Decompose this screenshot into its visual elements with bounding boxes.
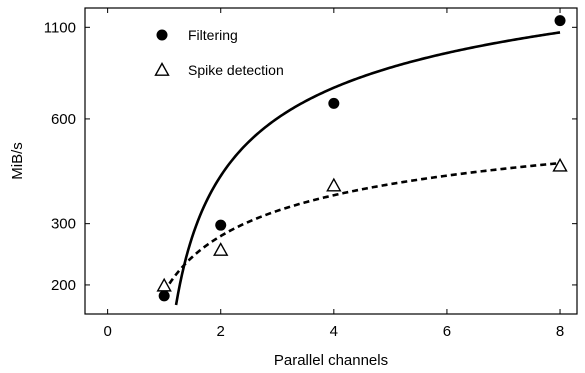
legend-label-filtering: Filtering <box>188 27 238 43</box>
x-tick-label: 6 <box>443 323 451 340</box>
spike-detection-point <box>213 242 229 256</box>
y-tick-label: 600 <box>51 111 76 128</box>
filtering-point <box>215 219 227 231</box>
y-axis: 200 300 600 1100 <box>44 19 577 294</box>
filtering-point <box>328 97 340 109</box>
legend-label-spike-detection: Spike detection <box>188 62 284 78</box>
y-tick-label: 1100 <box>44 19 76 36</box>
spike-detection-point <box>552 157 568 172</box>
data-points <box>156 15 568 302</box>
filtering-point <box>554 15 566 27</box>
fit-curve-filtering <box>174 31 561 306</box>
filtering-point <box>158 290 170 302</box>
spike-detection-point <box>156 277 172 292</box>
x-tick-label: 0 <box>103 323 111 340</box>
legend: Filtering Spike detection <box>154 27 284 78</box>
plot-frame <box>84 7 578 315</box>
x-axis: 0 2 4 6 8 <box>103 8 564 340</box>
fit-curve-spike-detection <box>163 161 561 293</box>
x-tick-label: 2 <box>217 323 225 340</box>
y-axis-title: MiB/s <box>9 142 26 180</box>
fit-curves <box>163 31 561 306</box>
x-tick-label: 8 <box>556 323 564 340</box>
y-tick-label: 300 <box>51 216 76 233</box>
legend-marker-filtering <box>156 29 168 41</box>
legend-marker-spike-detection <box>154 62 170 76</box>
x-tick-label: 4 <box>330 323 338 340</box>
spike-detection-point <box>326 177 342 192</box>
x-axis-title: Parallel channels <box>274 352 388 369</box>
y-tick-label: 200 <box>51 277 76 294</box>
